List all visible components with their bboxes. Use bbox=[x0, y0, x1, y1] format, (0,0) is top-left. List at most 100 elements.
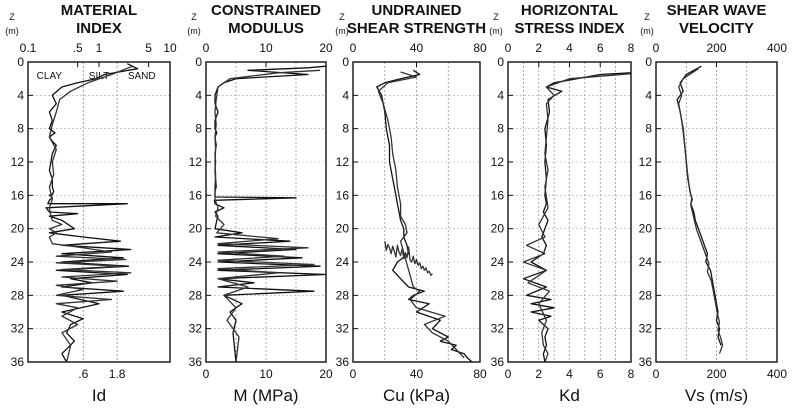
depth-tick-label: 20 bbox=[639, 222, 653, 236]
depth-tick-label: 36 bbox=[336, 355, 350, 369]
x-axis-label: Id bbox=[92, 386, 106, 405]
panel-title: CONSTRAINED bbox=[211, 2, 321, 19]
top-tick-label: 5 bbox=[145, 41, 152, 55]
panel-title: INDEX bbox=[76, 20, 122, 37]
depth-tick-label: 4 bbox=[17, 88, 24, 102]
depth-tick-label: 16 bbox=[639, 188, 653, 202]
depth-axis-label: Z bbox=[493, 12, 499, 22]
top-tick-label: 0 bbox=[653, 41, 660, 55]
depth-tick-label: 32 bbox=[189, 322, 203, 336]
depth-tick-label: 24 bbox=[491, 255, 505, 269]
bottom-tick-label: 0 bbox=[505, 367, 512, 381]
depth-tick-label: 12 bbox=[336, 155, 350, 169]
top-tick-label: 0 bbox=[505, 41, 512, 55]
depth-tick-label: 24 bbox=[639, 255, 653, 269]
top-tick-label: 20 bbox=[319, 41, 333, 55]
data-series-line bbox=[214, 69, 321, 363]
depth-tick-label: 16 bbox=[189, 188, 203, 202]
panel-title: STRESS INDEX bbox=[514, 20, 624, 37]
top-tick-label: 8 bbox=[628, 41, 635, 55]
top-tick-label: 0 bbox=[350, 41, 357, 55]
data-series-line bbox=[377, 71, 465, 359]
depth-tick-label: 4 bbox=[195, 88, 202, 102]
bottom-tick-label: 4 bbox=[566, 367, 573, 381]
x-axis-label: Kd bbox=[559, 386, 580, 405]
depth-tick-label: 28 bbox=[336, 288, 350, 302]
panel-title: SHEAR STRENGTH bbox=[347, 20, 486, 37]
depth-axis-label: Z bbox=[644, 12, 650, 22]
top-tick-label: 2 bbox=[535, 41, 542, 55]
bottom-tick-label: 2 bbox=[535, 367, 542, 381]
top-tick-label: 80 bbox=[473, 41, 487, 55]
bottom-tick-label: 200 bbox=[706, 367, 726, 381]
top-tick-label: 10 bbox=[163, 41, 177, 55]
bottom-tick-label: 1.8 bbox=[109, 367, 126, 381]
depth-tick-label: 32 bbox=[11, 322, 25, 336]
depth-tick-label: 0 bbox=[195, 55, 202, 69]
data-series-line bbox=[45, 63, 139, 363]
depth-tick-label: 24 bbox=[189, 255, 203, 269]
depth-tick-label: 12 bbox=[11, 155, 25, 169]
data-series-line bbox=[522, 73, 632, 363]
depth-tick-label: 4 bbox=[342, 88, 349, 102]
top-tick-label: 1 bbox=[96, 41, 103, 55]
depth-tick-label: 20 bbox=[491, 222, 505, 236]
data-series-line bbox=[522, 72, 632, 363]
data-series-line bbox=[384, 241, 433, 276]
bottom-tick-label: 40 bbox=[410, 367, 424, 381]
plot-frame bbox=[655, 61, 778, 363]
panel-title: SHEAR WAVE bbox=[667, 2, 767, 19]
plot-frame bbox=[507, 61, 632, 363]
top-tick-label: 0.1 bbox=[20, 41, 37, 55]
panel-title: UNDRAINED bbox=[372, 2, 462, 19]
depth-tick-label: 20 bbox=[189, 222, 203, 236]
soil-zone-label: SAND bbox=[128, 71, 156, 82]
plot-frame bbox=[205, 61, 327, 363]
bottom-tick-label: 0 bbox=[350, 367, 357, 381]
depth-tick-label: 4 bbox=[497, 88, 504, 102]
depth-tick-label: 20 bbox=[336, 222, 350, 236]
top-tick-label: 200 bbox=[706, 41, 726, 55]
top-tick-label: 0 bbox=[203, 41, 210, 55]
data-series-line bbox=[48, 65, 134, 363]
depth-tick-label: 16 bbox=[11, 188, 25, 202]
depth-axis-label: Z bbox=[339, 12, 345, 22]
top-tick-label: 4 bbox=[566, 41, 573, 55]
depth-tick-label: 0 bbox=[497, 55, 504, 69]
depth-tick-label: 32 bbox=[336, 322, 350, 336]
depth-tick-label: 8 bbox=[17, 122, 24, 136]
depth-tick-label: 28 bbox=[189, 288, 203, 302]
data-series-line bbox=[213, 65, 327, 363]
data-series-line bbox=[676, 65, 722, 346]
depth-tick-label: 16 bbox=[336, 188, 350, 202]
depth-tick-label: 20 bbox=[11, 222, 25, 236]
panel-title: HORIZONTAL bbox=[521, 2, 618, 19]
top-tick-label: 6 bbox=[597, 41, 604, 55]
depth-tick-label: 36 bbox=[189, 355, 203, 369]
depth-tick-label: 0 bbox=[17, 55, 24, 69]
depth-tick-label: 28 bbox=[491, 288, 505, 302]
depth-tick-label: 8 bbox=[645, 122, 652, 136]
depth-tick-label: 32 bbox=[639, 322, 653, 336]
panel-title: VELOCITY bbox=[679, 20, 754, 37]
depth-tick-label: 36 bbox=[639, 355, 653, 369]
top-tick-label: 10 bbox=[259, 41, 273, 55]
depth-tick-label: 24 bbox=[336, 255, 350, 269]
depth-axis-label: Z bbox=[9, 12, 15, 22]
bottom-tick-label: 8 bbox=[628, 367, 635, 381]
depth-tick-label: 8 bbox=[342, 122, 349, 136]
depth-tick-label: 0 bbox=[645, 55, 652, 69]
depth-tick-label: 24 bbox=[11, 255, 25, 269]
depth-tick-label: 28 bbox=[639, 288, 653, 302]
data-series-line bbox=[678, 68, 724, 354]
top-tick-label: 400 bbox=[767, 41, 787, 55]
depth-axis-unit: (m) bbox=[5, 26, 19, 36]
depth-tick-label: 36 bbox=[11, 355, 25, 369]
depth-tick-label: 12 bbox=[189, 155, 203, 169]
depth-tick-label: 8 bbox=[195, 122, 202, 136]
top-tick-label: 40 bbox=[410, 41, 424, 55]
top-tick-label: .5 bbox=[73, 41, 83, 55]
panel-title: MATERIAL bbox=[61, 2, 137, 19]
depth-tick-label: 32 bbox=[491, 322, 505, 336]
